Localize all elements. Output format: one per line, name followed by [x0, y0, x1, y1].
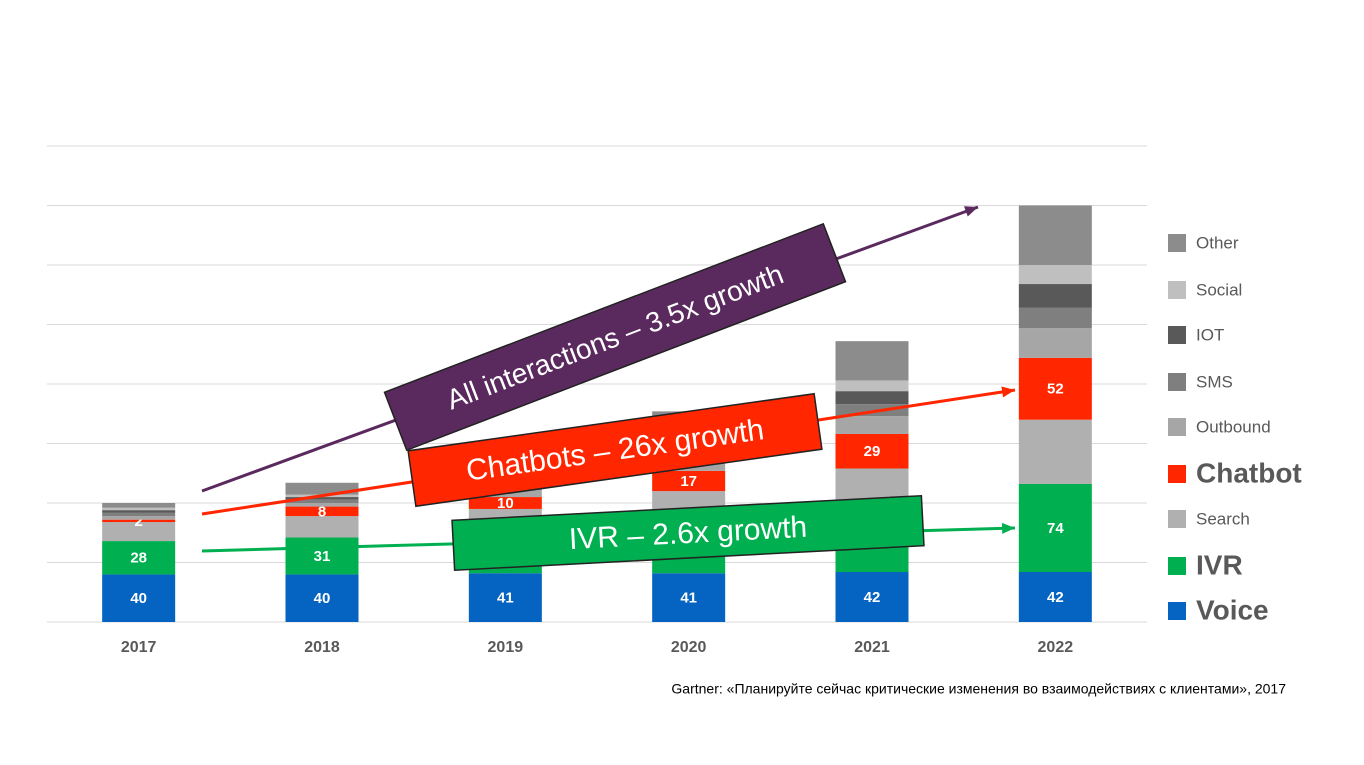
x-tick-label: 2018: [304, 639, 340, 656]
bar-segment: [835, 380, 909, 392]
arrow-head: [964, 206, 978, 217]
annotation-box: [383, 222, 847, 452]
data-label: 10: [497, 495, 514, 512]
bar-segment: [835, 433, 909, 469]
annotation-box: [451, 494, 925, 572]
bar-segment: [1018, 284, 1092, 308]
bar-segment: [285, 574, 359, 622]
bar-segment: [102, 507, 176, 511]
legend-label: Social: [1196, 280, 1242, 299]
bar-segment: [1018, 205, 1092, 265]
bar-segment: [835, 341, 909, 381]
legend-label: Other: [1196, 233, 1239, 252]
bar-segment: [102, 503, 176, 508]
legend-swatch: [1168, 373, 1186, 391]
legend-swatch: [1168, 281, 1186, 299]
legend-swatch: [1168, 557, 1186, 575]
legend-swatch: [1168, 234, 1186, 252]
legend-label: Outbound: [1196, 417, 1271, 436]
bar-segment: [102, 512, 176, 517]
arrow-head: [1001, 386, 1015, 398]
bar-segment: [285, 499, 359, 503]
bar-segment: [102, 541, 176, 575]
data-label: 40: [130, 590, 147, 607]
bar-segment: [1018, 483, 1092, 573]
bar-segment: [1018, 572, 1092, 622]
bar-segment: [285, 506, 359, 517]
bar-segment: [1018, 307, 1092, 329]
bar-segment: [102, 574, 176, 622]
bar-segment: [468, 497, 542, 509]
source: Gartner: «Планируйте сейчас критические …: [671, 681, 1286, 697]
bar-segment: [285, 482, 359, 495]
bar-segment: [285, 516, 359, 538]
data-label: 31: [314, 548, 331, 565]
bar-segment: [835, 391, 909, 405]
data-label: 52: [1047, 381, 1064, 398]
bar-segment: [285, 503, 359, 507]
data-label: 74: [1047, 520, 1064, 537]
bar-segment: [102, 522, 176, 542]
legend-swatch: [1168, 418, 1186, 436]
bar-segment: [652, 573, 726, 622]
x-tick-label: 2020: [671, 639, 707, 656]
annotation-box: [407, 392, 823, 508]
bar-segment: [1018, 265, 1092, 285]
data-label: 42: [1047, 589, 1064, 606]
data-label: 2: [134, 513, 142, 530]
legend-label: SMS: [1196, 372, 1233, 391]
annotation-text: All interactions – 3.5x growth: [442, 258, 787, 415]
x-tick-label: 2019: [488, 639, 524, 656]
legend-swatch: [1168, 510, 1186, 528]
arrow-head: [1001, 522, 1015, 534]
bar-segment: [285, 537, 359, 575]
legend-label: Voice: [1196, 594, 1269, 625]
bar-segment: [285, 497, 359, 500]
legend-label: Chatbot: [1196, 457, 1302, 488]
data-label: 41: [680, 590, 697, 607]
bar-segment: [1018, 419, 1092, 484]
data-label: 29: [864, 443, 881, 460]
x-tick-label: 2021: [854, 639, 890, 656]
legend-label: IOT: [1196, 325, 1224, 344]
data-label: 40: [314, 590, 331, 607]
data-label: 28: [130, 550, 147, 567]
bar-segment: [835, 416, 909, 434]
data-label: 41: [497, 590, 514, 607]
bar-segment: [102, 519, 176, 523]
legend-label: IVR: [1196, 549, 1243, 580]
legend-swatch: [1168, 326, 1186, 344]
legend-swatch: [1168, 465, 1186, 483]
bar-segment: [1018, 357, 1092, 420]
data-label: 8: [318, 503, 326, 520]
bar-segment: [835, 572, 909, 622]
bar-segment: [468, 573, 542, 622]
x-tick-label: 2022: [1038, 639, 1074, 656]
bar-segment: [1018, 328, 1092, 358]
annotation: IVR – 2.6x growth: [451, 494, 925, 572]
bar-segment: [835, 404, 909, 417]
x-tick-label: 2017: [121, 639, 157, 656]
legend-label: Search: [1196, 509, 1250, 528]
data-label: 42: [864, 589, 881, 606]
bar-segment: [652, 470, 726, 492]
bar-segment: [102, 516, 176, 520]
legend-swatch: [1168, 602, 1186, 620]
data-label: 17: [680, 473, 697, 490]
bar-segment: [102, 510, 176, 513]
